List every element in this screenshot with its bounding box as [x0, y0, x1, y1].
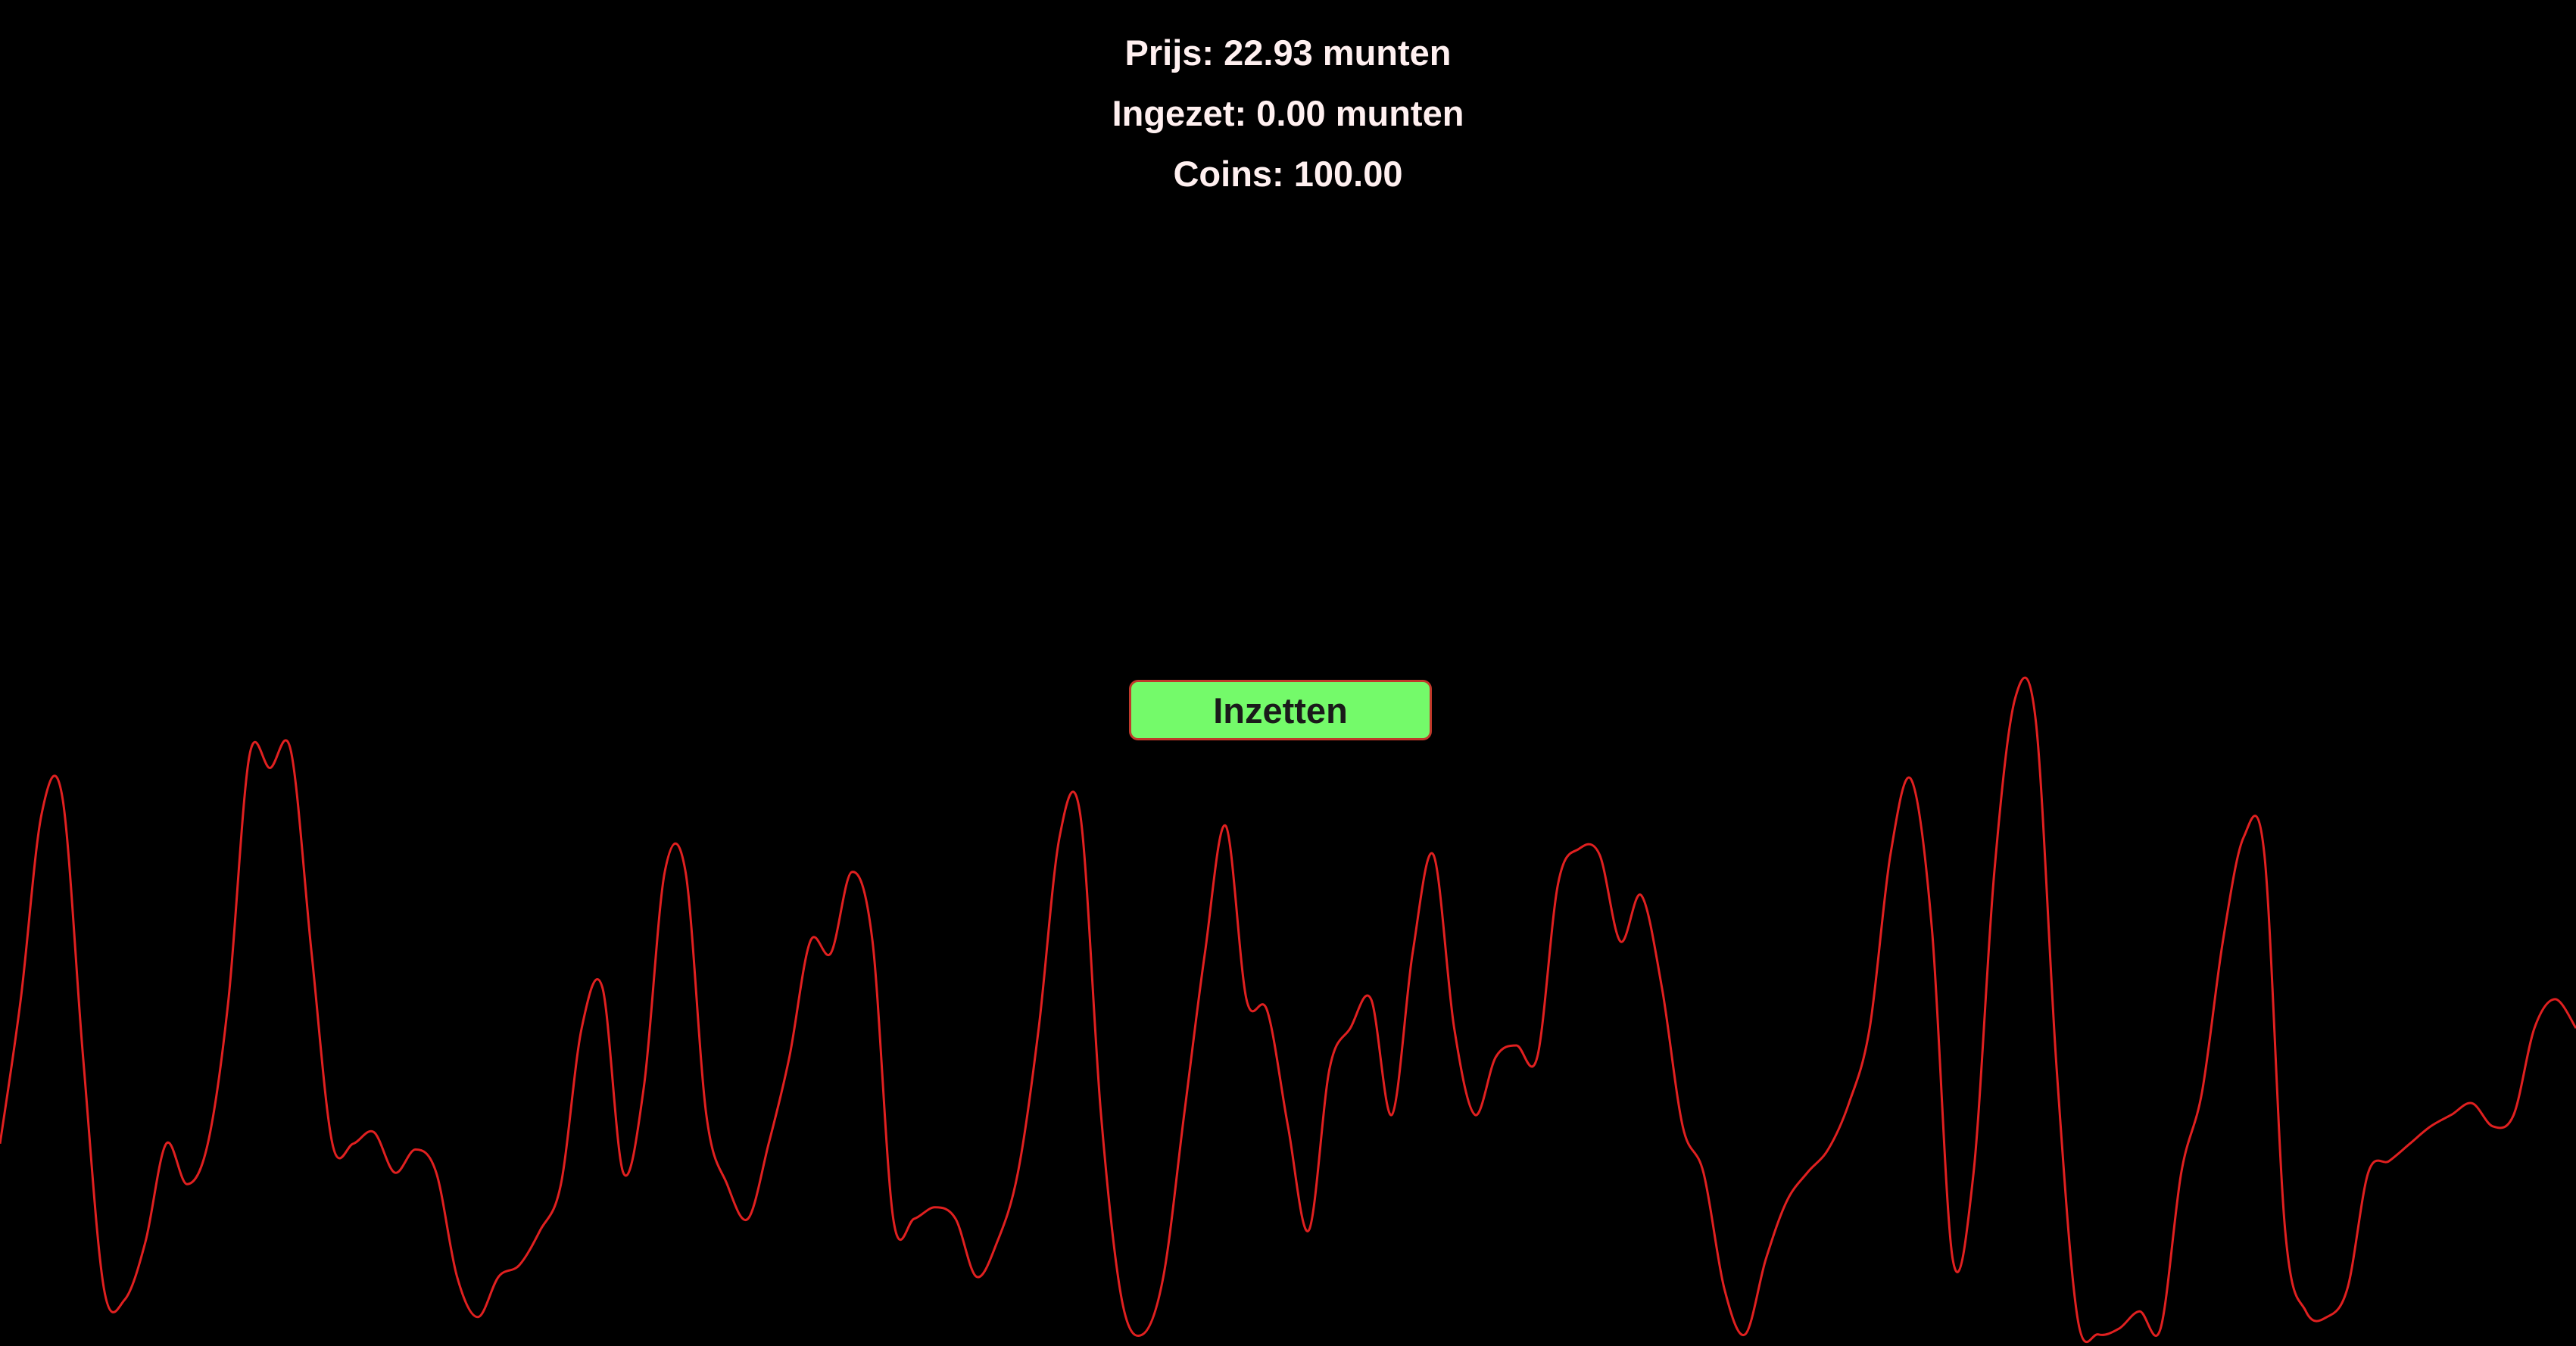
- staked-text: Ingezet: 0.00 munten: [1112, 93, 1464, 133]
- price-text: Prijs: 22.93 munten: [1124, 33, 1452, 73]
- bet-button[interactable]: Inzetten: [1129, 680, 1432, 740]
- coins-text: Coins: 100.00: [1173, 154, 1403, 194]
- stats-panel: Prijs: 22.93 munten Ingezet: 0.00 munten…: [0, 23, 2576, 204]
- price-line: [0, 676, 2576, 1344]
